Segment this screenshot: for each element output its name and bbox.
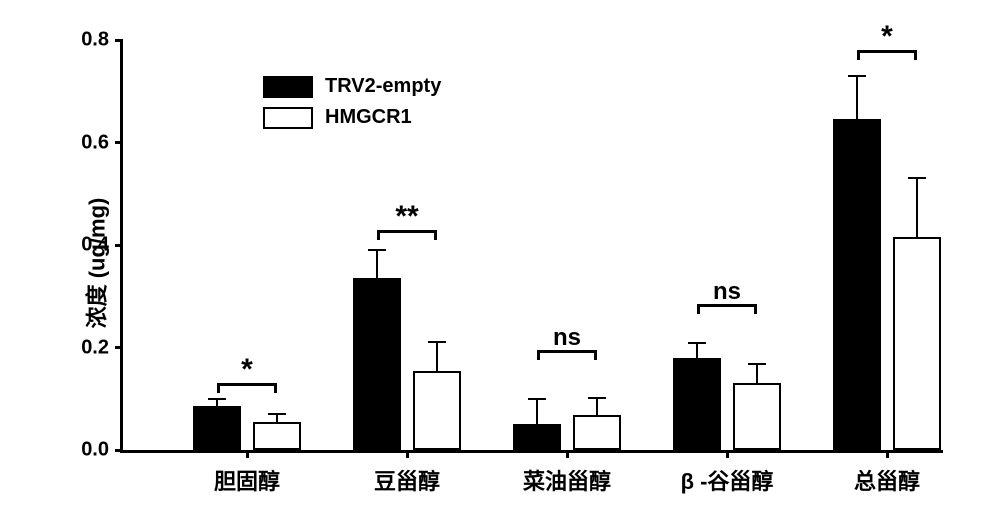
error-bar [376, 250, 378, 278]
sig-label: * [881, 20, 893, 54]
legend-label: HMGCR1 [325, 106, 412, 129]
error-cap [208, 398, 226, 400]
y-tick-label: 0.2 [81, 336, 109, 359]
x-tick [886, 450, 889, 458]
sig-label: * [241, 353, 253, 387]
bar [833, 119, 881, 450]
legend-swatch [263, 107, 313, 129]
y-tick [115, 39, 123, 42]
y-tick-label: 0.4 [81, 234, 109, 257]
x-tick [406, 450, 409, 458]
y-tick-label: 0.6 [81, 131, 109, 154]
y-tick [115, 346, 123, 349]
y-axis-label: 浓度 (ug/mg) [79, 197, 111, 328]
x-tick [246, 450, 249, 458]
legend-item: TRV2-empty [263, 75, 441, 98]
error-bar [436, 342, 438, 370]
y-tick [115, 141, 123, 144]
error-cap [268, 413, 286, 415]
error-bar [916, 178, 918, 237]
legend-swatch [263, 76, 313, 98]
y-tick-label: 0.8 [81, 29, 109, 52]
legend-label: TRV2-empty [325, 75, 441, 98]
bar [253, 422, 301, 450]
bar [733, 383, 781, 450]
plot-area: 0.00.20.40.60.8胆固醇豆甾醇菜油甾醇β -谷甾醇总甾醇***nsn… [120, 40, 943, 453]
error-cap [428, 341, 446, 343]
x-tick-label: β -谷甾醇 [681, 464, 774, 496]
bar [413, 371, 461, 450]
error-bar [856, 76, 858, 120]
chart-container: 浓度 (ug/mg) 0.0 0.2 0.4 0.6 0.8 胆固醇 豆甾醇 菜油甾醇 β -谷… [20, 20, 980, 505]
sig-label: ** [395, 200, 418, 234]
legend: TRV2-empty HMGCR1 [263, 75, 441, 137]
error-bar [596, 398, 598, 415]
error-cap [908, 177, 926, 179]
x-tick-label: 胆固醇 [214, 464, 280, 496]
x-tick-label: 总甾醇 [854, 464, 920, 496]
x-tick-label: 豆甾醇 [374, 464, 440, 496]
bar [353, 278, 401, 450]
error-cap [528, 398, 546, 400]
sig-label: ns [553, 324, 581, 352]
error-cap [848, 75, 866, 77]
error-cap [688, 342, 706, 344]
bar [513, 424, 561, 450]
bar [673, 358, 721, 450]
bar [893, 237, 941, 450]
x-tick-label: 菜油甾醇 [523, 464, 611, 496]
y-tick-label: 0.0 [81, 439, 109, 462]
error-cap [748, 363, 766, 365]
x-tick [726, 450, 729, 458]
y-tick [115, 449, 123, 452]
error-bar [696, 343, 698, 357]
error-cap [368, 249, 386, 251]
error-bar [536, 399, 538, 425]
bar [573, 415, 621, 450]
bar [193, 406, 241, 450]
sig-label: ns [713, 278, 741, 306]
error-cap [588, 397, 606, 399]
error-bar [216, 399, 218, 407]
y-tick [115, 244, 123, 247]
error-bar [756, 364, 758, 383]
x-tick [566, 450, 569, 458]
error-bar [276, 414, 278, 422]
legend-item: HMGCR1 [263, 106, 441, 129]
